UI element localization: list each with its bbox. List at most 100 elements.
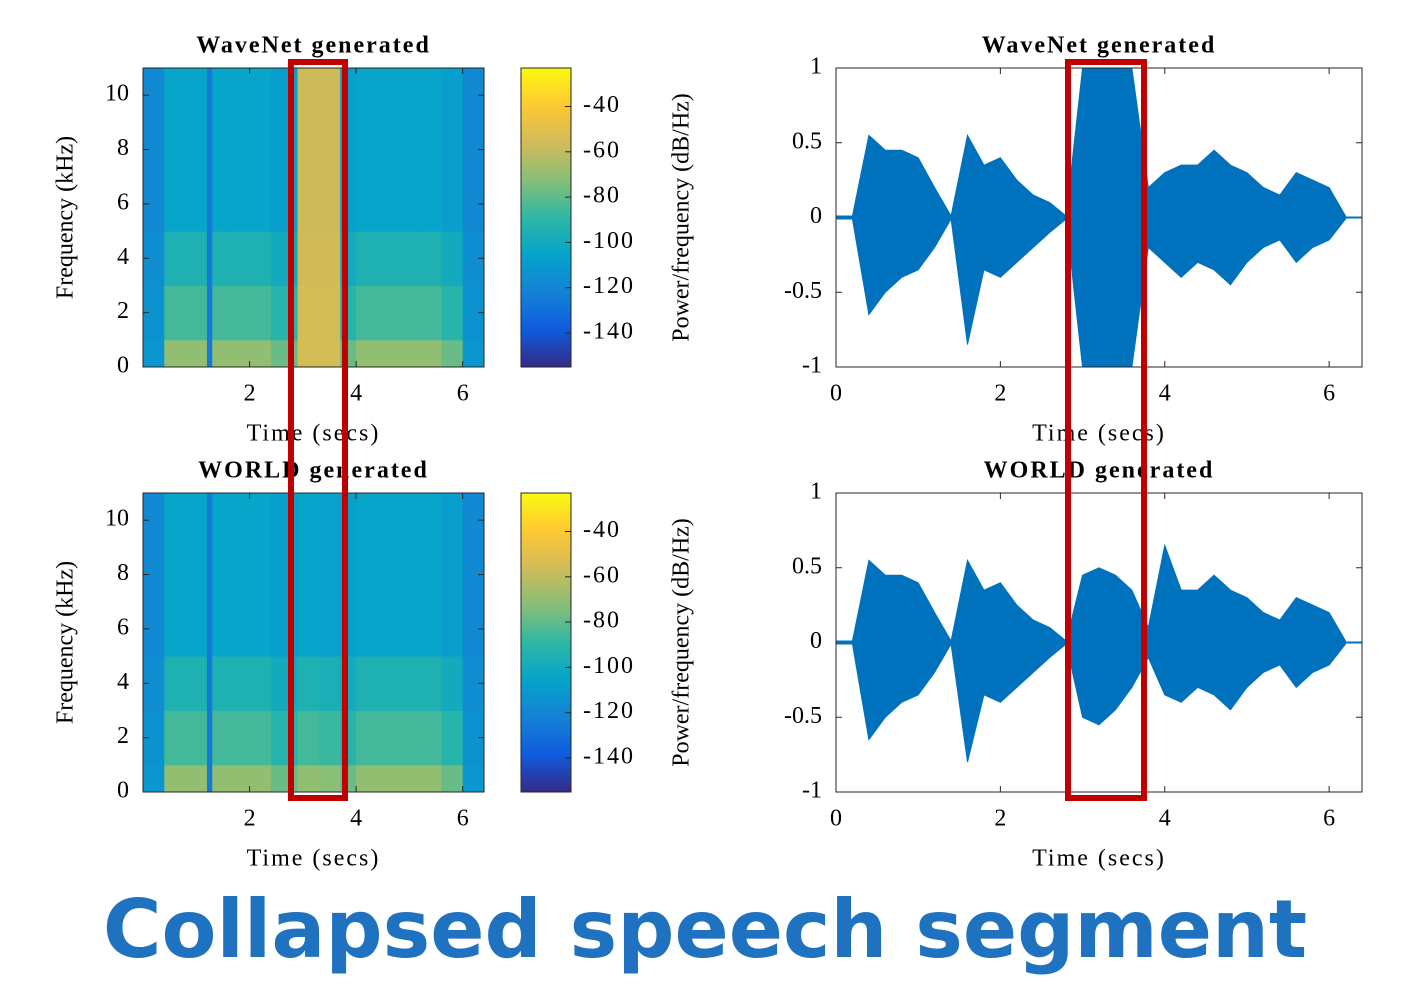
colorbar-tick-label: -140	[583, 744, 635, 770]
y-tick-label: -0.5	[784, 703, 822, 729]
spectrogram-cell	[298, 340, 320, 368]
spectrogram-cell	[228, 285, 250, 340]
y-tick-label: -0.5	[784, 278, 822, 304]
spectrogram-cell	[399, 68, 421, 232]
colorbar-tick-label: -120	[583, 698, 635, 724]
spectrogram-cell	[463, 765, 485, 793]
colorbar-tick-label: -40	[583, 92, 621, 118]
spectrogram-cell	[399, 656, 421, 711]
y-tick-label: -1	[802, 353, 822, 379]
chart-title: WaveNet generated	[982, 33, 1217, 59]
spectrogram-cell	[319, 340, 341, 368]
spectrogram-cell	[212, 710, 228, 765]
spectrogram-cell	[399, 285, 421, 340]
colorbar-tick-label: -60	[583, 137, 621, 163]
spectrogram-cell	[298, 231, 320, 286]
y-tick-label: 4	[117, 669, 129, 695]
spectrogram-cell	[207, 710, 213, 765]
spectrogram-cell	[212, 656, 228, 711]
spectrogram-cell	[164, 231, 186, 286]
spectrogram-cell	[356, 231, 378, 286]
spectrogram-cell	[207, 285, 213, 340]
x-axis-label: Time (secs)	[247, 846, 381, 872]
x-tick-label: 4	[1159, 381, 1171, 407]
spectrogram-cell	[399, 765, 421, 793]
x-tick-label: 0	[830, 806, 842, 832]
colorbar-tick-label: -80	[583, 183, 621, 209]
spectrogram-cell	[186, 231, 208, 286]
spectrogram-cell	[298, 285, 320, 340]
spectrogram-cell	[228, 765, 250, 793]
y-tick-label: 0	[117, 353, 129, 379]
x-tick-label: 6	[457, 381, 469, 407]
spectrogram-cell	[319, 765, 341, 793]
spectrogram-cell	[250, 710, 272, 765]
x-axis-label: Time (secs)	[247, 421, 381, 447]
spectrogram-cell	[377, 765, 399, 793]
y-tick-label: -1	[802, 778, 822, 804]
spectrogram-cell	[377, 68, 399, 232]
spectrogram-cell	[250, 765, 272, 793]
spectrogram-cell	[207, 231, 213, 286]
x-tick-label: 6	[1323, 806, 1335, 832]
y-tick-label: 6	[117, 614, 129, 640]
spectrogram-cell	[377, 656, 399, 711]
x-tick-label: 4	[350, 381, 362, 407]
spectrogram-cell	[207, 765, 213, 793]
spectrogram-cell	[212, 340, 228, 368]
spectrogram-cell	[356, 656, 378, 711]
spectrogram-cell	[441, 68, 463, 232]
spectrogram-cell	[356, 340, 378, 368]
spectrogram-cell	[228, 656, 250, 711]
y-tick-label: 0.5	[792, 553, 822, 579]
colorbar-tick-label: -100	[583, 228, 635, 254]
spectrogram-cell	[250, 68, 272, 232]
spectrogram-cell	[186, 765, 208, 793]
spectrogram-cell	[420, 765, 442, 793]
spectrogram-cell	[228, 68, 250, 232]
spectrogram-cell	[377, 710, 399, 765]
spectrogram-cell	[298, 710, 320, 765]
spectrogram-cell	[143, 340, 165, 368]
spectrogram-cell	[250, 285, 272, 340]
spectrogram-cell	[228, 710, 250, 765]
caption: Collapsed speech segment	[103, 883, 1307, 976]
spectrogram-cell	[356, 710, 378, 765]
colorbar-tick-label: -120	[583, 273, 635, 299]
spectrogram-cell	[420, 493, 442, 657]
spectrogram-cell	[441, 285, 463, 340]
spectrogram-cell	[186, 340, 208, 368]
colorbar-label: Power/frequency (dB/Hz)	[669, 518, 695, 767]
spectrogram-cell	[228, 340, 250, 368]
spectrogram-cell	[228, 231, 250, 286]
spectrogram-cell	[186, 68, 208, 232]
spectrogram-cell	[441, 656, 463, 711]
spectrogram-cell	[250, 656, 272, 711]
spectrogram-cell	[420, 710, 442, 765]
spectrogram-cell	[298, 493, 320, 657]
spectrogram-cell	[377, 285, 399, 340]
spectrogram-cell	[186, 656, 208, 711]
plots: 2 4 6 0 2 4 6 8 10 WaveNet generated Time (secs) Fr…	[53, 33, 1363, 872]
x-tick-label: 2	[994, 806, 1006, 832]
spectrogram-cell	[207, 340, 213, 368]
spectrogram-cell	[212, 765, 228, 793]
spectrogram-cell	[212, 285, 228, 340]
y-tick-label: 10	[105, 81, 129, 107]
colorbar-tick-label: -80	[583, 608, 621, 634]
spectrogram-cell	[164, 765, 186, 793]
x-tick-label: 4	[1159, 806, 1171, 832]
colorbar	[521, 493, 571, 792]
spectrogram-cell	[420, 656, 442, 711]
y-tick-label: 8	[117, 560, 129, 586]
spectrogram-cell	[420, 340, 442, 368]
spectrogram-cell	[463, 340, 485, 368]
colorbar-label: Power/frequency (dB/Hz)	[669, 93, 695, 342]
spectrogram-cell	[298, 656, 320, 711]
y-tick-label: 2	[117, 723, 129, 749]
spectrogram-cell	[212, 68, 228, 232]
spectrogram-cell	[441, 231, 463, 286]
colorbar	[521, 68, 571, 367]
y-axis-label: Frequency (kHz)	[53, 136, 79, 299]
colorbar-tick-label: -40	[583, 517, 621, 543]
